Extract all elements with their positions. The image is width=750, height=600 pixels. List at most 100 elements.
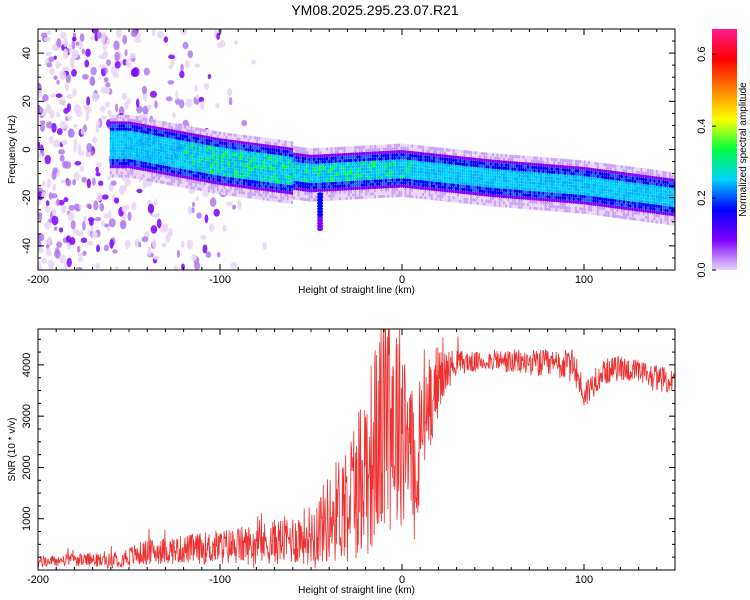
spectrogram-cell	[616, 180, 619, 184]
spectrogram-cell	[122, 124, 126, 128]
spectrogram-cell	[500, 159, 503, 164]
spectrogram-cell	[199, 143, 202, 148]
spectrogram-cell	[183, 125, 187, 129]
spectrogram-cell	[605, 197, 608, 202]
spectrogram-cell	[574, 206, 578, 211]
spectrogram-cell	[299, 153, 302, 157]
spectrogram-cell	[563, 186, 567, 191]
spectrogram-cell	[310, 173, 313, 177]
spectrogram-cell	[186, 138, 189, 142]
spectrogram-cell	[389, 159, 392, 164]
spectrogram-cell	[229, 132, 233, 137]
spectrogram-cell	[439, 147, 442, 152]
spectrogram-cell	[601, 193, 604, 198]
spectrogram-cell	[411, 178, 414, 183]
spectrogram-cell	[345, 161, 348, 166]
spectrogram-cell	[387, 181, 390, 186]
spectrogram-cell	[277, 170, 281, 175]
spectrogram-cell	[135, 160, 139, 164]
spectrogram-cell	[107, 109, 112, 117]
spectrogram-cell	[511, 192, 514, 196]
spectrogram-cell	[245, 156, 248, 161]
spectrogram-cell	[625, 175, 628, 179]
spectrogram-cell	[251, 179, 254, 184]
spectrogram-cell	[218, 187, 222, 192]
spectrogram-cell	[323, 150, 326, 155]
spectrogram-cell	[247, 194, 250, 199]
spectrogram-cell	[485, 177, 488, 181]
spectrogram-cell	[260, 193, 263, 198]
spectrogram-cell	[317, 157, 320, 161]
spectrogram-cell	[144, 133, 147, 138]
spectrogram-cell	[273, 148, 276, 152]
spectrogram-cell	[448, 185, 451, 190]
spectrogram-cell	[111, 130, 115, 134]
spectrogram-cell	[448, 148, 451, 152]
spectrogram-cell	[474, 163, 477, 168]
spectrogram-cell	[380, 166, 383, 170]
spectrogram-cell	[585, 163, 589, 168]
spectrogram-cell	[402, 171, 405, 176]
spectrogram-cell	[135, 138, 139, 142]
spectrogram-cell	[553, 182, 556, 187]
spectrogram-cell	[461, 190, 464, 195]
spectrogram-cell	[419, 148, 423, 153]
spectrogram-cell	[524, 190, 527, 194]
spectrogram-cell	[631, 198, 634, 202]
spectrogram-cell	[387, 172, 390, 176]
spectrogram-cell	[537, 194, 540, 198]
spectrogram-cell	[570, 193, 573, 198]
spectrogram-cell	[323, 163, 326, 167]
spectrogram-cell	[339, 187, 342, 191]
spectrogram-cell	[461, 181, 464, 185]
spectrogram-cell	[205, 188, 208, 193]
spectrogram-cell	[293, 189, 296, 194]
spectrogram-cell	[461, 174, 464, 179]
spectrogram-cell	[609, 201, 613, 205]
spectrogram-cell	[535, 184, 538, 189]
spectrogram-cell	[162, 180, 165, 185]
spectrogram-cell	[459, 152, 462, 157]
spectrogram-cell	[328, 197, 331, 201]
spectrogram-cell	[223, 179, 226, 183]
spectrogram-cell	[435, 193, 438, 198]
spectrogram-cell	[240, 187, 243, 192]
spectrogram-cell	[515, 189, 519, 193]
spectrogram-cell	[393, 190, 396, 195]
spectrogram-cell	[159, 173, 163, 178]
spectrogram-cell	[574, 209, 578, 214]
spectrogram-cell	[627, 175, 630, 180]
spectrogram-cell	[426, 186, 429, 191]
spectrogram-cell	[378, 182, 381, 186]
spectrogram-cell	[515, 158, 519, 162]
spectrogram-cell	[376, 172, 379, 177]
spectrogram-cell	[62, 48, 69, 58]
spectrogram-cell	[38, 82, 42, 91]
spectrogram-cell	[535, 187, 538, 192]
spectrogram-cell	[411, 163, 414, 167]
spectrogram-cell	[118, 161, 121, 166]
spectrogram-cell	[207, 74, 212, 79]
spectrogram-cell	[625, 200, 628, 204]
spectrogram-cell	[210, 148, 213, 153]
spectrogram-cell	[314, 166, 318, 171]
spectrogram-cell	[465, 150, 468, 154]
spectrogram-cell	[266, 144, 270, 148]
spectrogram-cell	[616, 195, 619, 200]
spectrogram-cell	[422, 180, 425, 184]
spectrogram-cell	[529, 184, 532, 188]
spectrogram-cell	[240, 159, 243, 164]
spectrogram-cell	[607, 197, 610, 202]
spectrogram-cell	[422, 183, 425, 187]
spectrogram-cell	[529, 187, 532, 191]
spectrogram-cell	[260, 177, 263, 182]
spectrogram-cell	[393, 193, 396, 198]
spectrogram-cell	[181, 156, 184, 160]
spectrogram-cell	[205, 185, 208, 190]
spectrogram-cell	[531, 187, 534, 192]
spectrogram-cell	[354, 164, 357, 169]
spectrogram-cell	[400, 146, 403, 151]
spectrogram-cell	[264, 153, 267, 157]
spectrogram-cell	[194, 177, 198, 181]
spectrogram-cell	[402, 159, 405, 163]
